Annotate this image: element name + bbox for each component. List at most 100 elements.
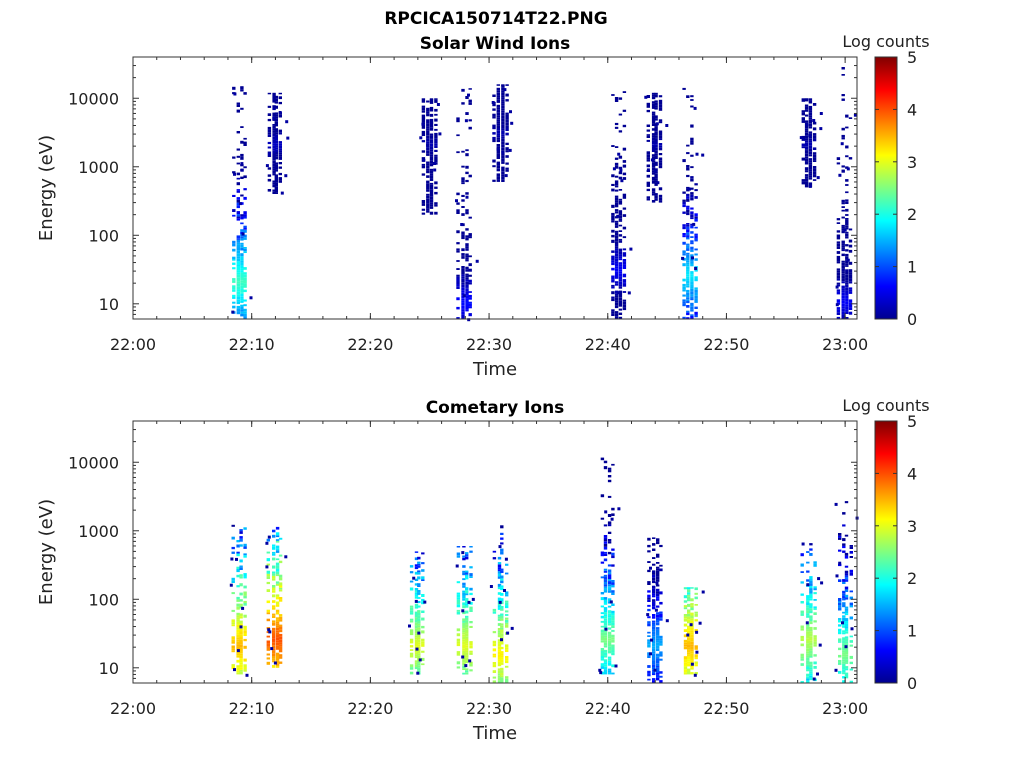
cell [266,538,270,542]
cell [501,139,505,142]
cell [456,546,461,548]
cell [618,293,623,295]
cell [682,263,686,267]
cell [800,553,804,557]
cell [465,269,469,272]
cell [694,289,698,293]
cell [243,593,247,596]
cell [845,301,849,305]
cell [272,638,276,641]
cell [646,154,650,158]
cell [603,524,608,527]
cell [275,532,280,536]
cell [456,666,461,669]
cell [461,271,465,275]
cell [690,197,694,201]
cell [836,307,841,310]
cell [646,174,650,178]
cell [808,100,813,104]
cell [808,140,813,143]
cell [690,660,694,663]
burst-3 [408,551,427,675]
cell [492,680,497,683]
cell [505,93,509,97]
cell [231,624,235,627]
cell [804,109,809,112]
cell [465,298,469,302]
cell [505,647,509,650]
cell [505,605,509,609]
cell [604,627,608,631]
cell [240,229,244,232]
cell [844,666,849,669]
cell [611,507,615,511]
cell [844,662,849,664]
cell [683,634,688,638]
cell [682,201,686,205]
cell [622,304,627,308]
burst-5 [489,525,514,683]
cell [659,643,663,646]
cell [808,158,813,161]
cell [646,159,650,162]
cell [686,269,690,272]
cell [239,531,243,534]
cell [274,105,278,109]
cell [232,240,236,244]
cell [694,216,698,219]
cell [686,205,690,208]
cell [801,542,805,546]
cell [232,294,236,297]
x-tick-label: 22:30 [466,699,512,718]
cell [651,128,656,131]
cell [243,595,247,599]
cell [414,617,419,620]
cell [603,558,608,562]
cell [501,97,505,100]
cell [275,630,280,633]
cell [456,268,460,270]
cell [500,679,504,683]
cell [421,200,426,204]
cell [848,269,853,273]
cell [656,579,660,582]
cell [465,660,469,664]
cell [497,646,502,650]
cell [842,632,846,635]
cell [505,600,509,603]
cell [607,479,612,483]
cell [611,250,615,253]
cell [500,593,504,596]
cell [243,313,247,317]
cell [272,143,276,146]
cell [842,550,846,553]
cell [611,644,615,648]
cell [654,92,658,95]
cell [656,648,660,651]
cell [656,658,660,661]
cell [272,585,276,588]
cell [465,246,469,249]
cell [622,254,627,257]
cell [496,137,500,140]
cell [841,247,845,250]
cell [471,597,475,601]
cell [462,628,466,631]
cell [658,153,663,156]
cell [845,298,849,302]
cell [465,284,469,288]
cell [614,97,619,100]
cell [272,95,276,98]
cell [809,661,813,665]
cell [456,192,460,196]
cell [845,114,849,118]
cell [618,234,623,237]
cell [690,298,694,301]
cell [611,615,615,619]
cell [462,648,466,651]
cell [834,502,838,506]
cell [686,262,690,265]
cell [232,267,236,270]
cell [611,637,615,640]
cell [497,614,502,617]
